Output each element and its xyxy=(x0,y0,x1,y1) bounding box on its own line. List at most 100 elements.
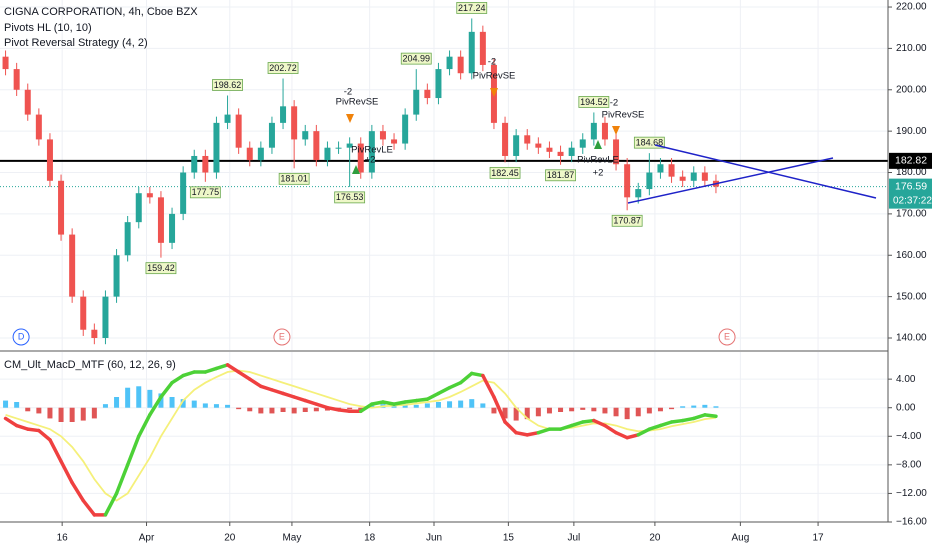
y-tick-label: 4.00 xyxy=(896,374,916,385)
candle-body xyxy=(613,139,620,165)
candle-body xyxy=(524,135,531,144)
candle-body xyxy=(69,234,76,297)
y-tick-label: 140.00 xyxy=(896,333,927,344)
histogram-bar xyxy=(524,407,530,420)
histogram-bar xyxy=(691,405,697,408)
pivot-label: 217.24 xyxy=(458,3,486,13)
macd-line-segment xyxy=(336,408,352,414)
macd-line-segment xyxy=(37,428,52,442)
x-tick-label: Jun xyxy=(426,533,442,544)
histogram-bar xyxy=(569,407,575,412)
candle-body xyxy=(124,222,131,256)
candle-body xyxy=(379,131,386,140)
macd-line-segment xyxy=(569,420,585,428)
plot: 198.62 202.72 204.99 217.24 194.52 184.68 159.… xyxy=(0,2,888,517)
macd-line-segment xyxy=(447,380,463,390)
candle-body xyxy=(357,143,364,173)
histogram-bar xyxy=(635,407,641,417)
y-tick-label: 170.00 xyxy=(896,209,927,220)
histogram-bar xyxy=(136,386,142,408)
histogram-bar xyxy=(580,407,586,410)
candle-body xyxy=(46,139,53,181)
histogram-bar xyxy=(613,407,619,417)
candle-body xyxy=(324,147,331,161)
pivot-label: 184.68 xyxy=(636,138,664,148)
macd-line-segment xyxy=(70,480,85,503)
level-price-label: 182.82 xyxy=(895,155,927,167)
histogram-bar xyxy=(125,387,131,408)
pivot-label: 176.53 xyxy=(336,192,364,202)
candle-body xyxy=(457,56,464,74)
x-tick-label: Aug xyxy=(731,533,749,544)
pivot-label: 198.62 xyxy=(214,80,242,90)
histogram-bar xyxy=(147,389,153,408)
candle-body xyxy=(513,135,520,156)
histogram-bar xyxy=(169,397,175,408)
y-tick-label: 0.00 xyxy=(896,402,916,413)
histogram-bar xyxy=(469,399,475,408)
histogram-bar xyxy=(502,407,508,419)
histogram-bar xyxy=(657,407,663,412)
histogram-bar xyxy=(702,404,708,408)
candle-body xyxy=(80,296,87,330)
pivot-label: 159.42 xyxy=(147,263,175,273)
histogram-bar xyxy=(280,407,286,412)
candle-body xyxy=(646,172,653,190)
macd-line-segment xyxy=(214,363,230,371)
histogram-bar xyxy=(36,407,42,414)
pivot-label: 204.99 xyxy=(402,54,430,64)
pivot-label: 194.52 xyxy=(580,97,608,107)
candle-body xyxy=(102,296,109,339)
signal-label: PivRevLE xyxy=(351,145,393,156)
legend-indicator: Pivot Reversal Strategy (4, 2) xyxy=(4,37,148,49)
candle-body xyxy=(546,147,553,152)
macd-line-segment xyxy=(281,391,296,399)
macd-line-segment xyxy=(292,395,307,403)
pivot-label: 181.01 xyxy=(280,174,308,184)
histogram-bar xyxy=(558,407,564,412)
histogram-bar xyxy=(3,400,9,408)
candle-body xyxy=(435,69,442,99)
macd-line-segment xyxy=(458,371,474,385)
histogram-bar xyxy=(347,407,353,410)
y-tick-label: 210.00 xyxy=(896,43,927,54)
pivot-label-box xyxy=(489,166,521,179)
histogram-bar xyxy=(447,401,453,408)
last-price-box xyxy=(889,178,932,209)
pivot-label: 170.87 xyxy=(613,216,641,226)
macd-line-segment xyxy=(603,423,618,435)
macd-line-segment xyxy=(303,398,319,406)
histogram-bar xyxy=(69,407,75,422)
macd-line-segment xyxy=(470,371,485,378)
macd-line-segment xyxy=(159,380,174,399)
candle-body xyxy=(13,69,20,90)
candle-body xyxy=(24,89,31,115)
candle-body xyxy=(590,122,597,140)
macd-line-segment xyxy=(48,438,63,464)
histogram-bar xyxy=(313,407,319,412)
histogram-bar xyxy=(491,407,497,414)
signal-label: PivRevLE xyxy=(577,155,619,166)
pivot-label-box xyxy=(334,191,366,204)
candle-body xyxy=(468,31,475,74)
candle-body xyxy=(335,147,342,149)
candle-body xyxy=(213,122,220,173)
histogram-bar xyxy=(424,403,430,408)
x-tick-label: 15 xyxy=(503,533,515,544)
macd-line-segment xyxy=(359,402,374,414)
macd-line-segment xyxy=(114,463,130,496)
macd-line-segment xyxy=(59,459,74,485)
macd-line-segment xyxy=(325,405,341,412)
pivot-label-box xyxy=(278,172,310,185)
histogram-bar xyxy=(480,403,486,408)
histogram-bar xyxy=(236,407,242,410)
candle-body xyxy=(257,147,264,161)
histogram-bar xyxy=(91,407,97,419)
x-tick-label: May xyxy=(282,533,301,544)
macd-line-segment xyxy=(26,427,41,433)
pivot-label-box xyxy=(212,79,243,91)
histogram-bar xyxy=(225,404,231,408)
histogram-bar xyxy=(47,407,53,419)
macd-line-segment xyxy=(503,420,518,435)
